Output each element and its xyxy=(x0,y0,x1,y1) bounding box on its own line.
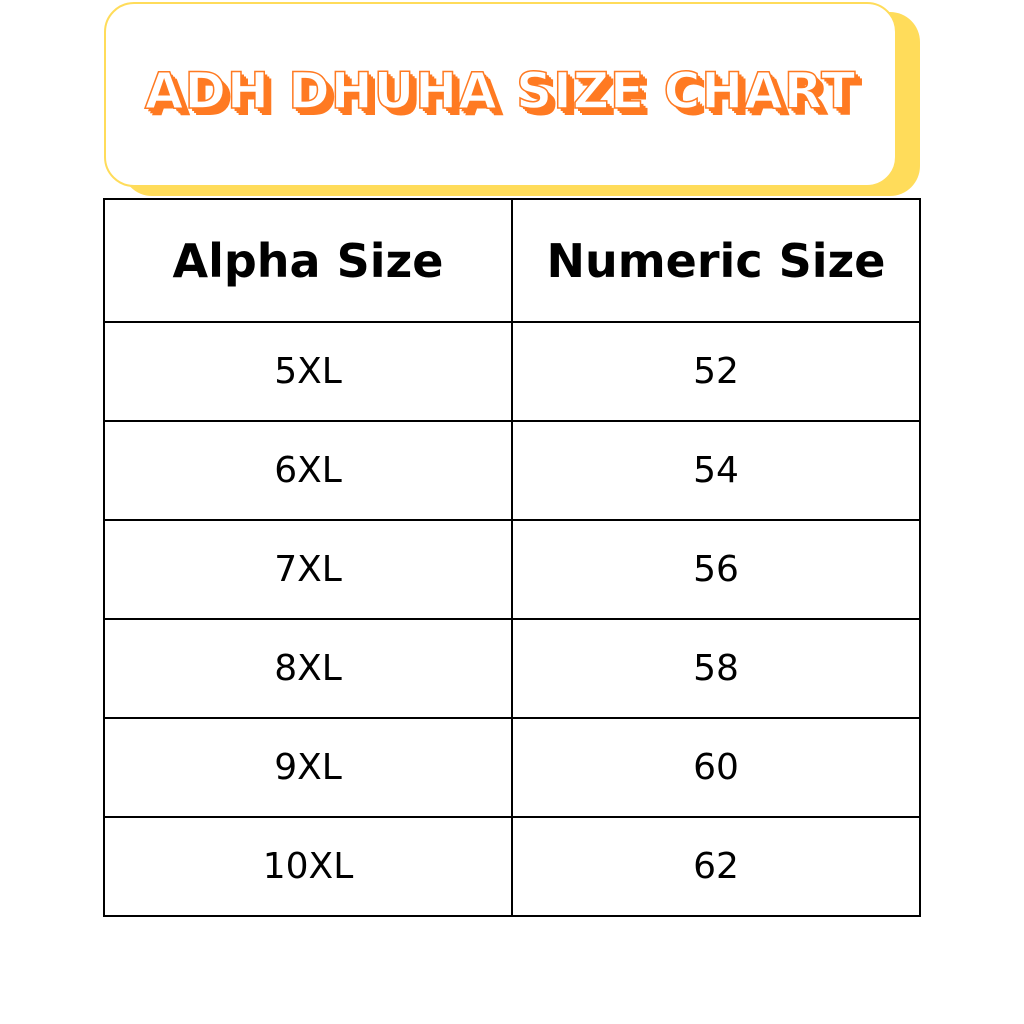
alpha-size-cell: 9XL xyxy=(103,717,513,818)
table-row: 7XL 56 xyxy=(103,519,921,620)
page-title: ADH DHUHA SIZE CHART xyxy=(144,61,857,121)
alpha-size-cell: 7XL xyxy=(103,519,513,620)
table-header-row: Alpha Size Numeric Size xyxy=(103,198,921,323)
table-row: 9XL 60 xyxy=(103,717,921,818)
table-row: 5XL 52 xyxy=(103,321,921,422)
alpha-size-cell: 8XL xyxy=(103,618,513,719)
alpha-size-cell: 5XL xyxy=(103,321,513,422)
numeric-size-cell: 54 xyxy=(511,420,921,521)
alpha-size-cell: 10XL xyxy=(103,816,513,917)
alpha-size-cell: 6XL xyxy=(103,420,513,521)
table-row: 10XL 62 xyxy=(103,816,921,917)
title-banner: ADH DHUHA SIZE CHART xyxy=(104,2,897,187)
numeric-size-cell: 62 xyxy=(511,816,921,917)
size-chart-table: Alpha Size Numeric Size 5XL 52 6XL 54 7XL 5… xyxy=(103,198,921,917)
numeric-size-cell: 56 xyxy=(511,519,921,620)
numeric-size-cell: 60 xyxy=(511,717,921,818)
header-numeric-size: Numeric Size xyxy=(511,198,921,323)
numeric-size-cell: 58 xyxy=(511,618,921,719)
table-row: 6XL 54 xyxy=(103,420,921,521)
header-alpha-size: Alpha Size xyxy=(103,198,513,323)
table-row: 8XL 58 xyxy=(103,618,921,719)
numeric-size-cell: 52 xyxy=(511,321,921,422)
